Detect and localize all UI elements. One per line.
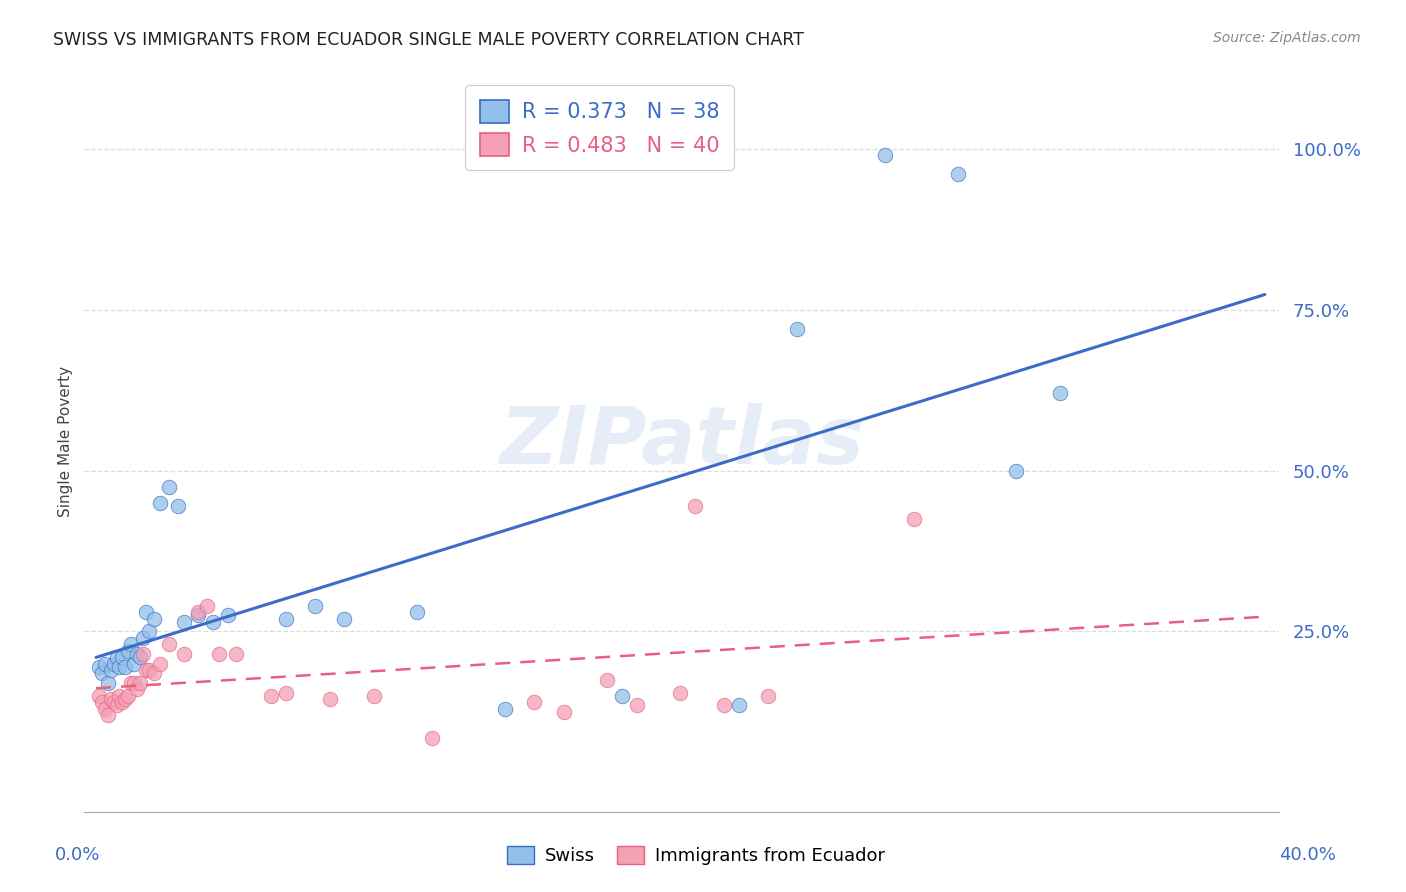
Text: 40.0%: 40.0% <box>1279 846 1336 863</box>
Point <box>128 650 150 665</box>
Point <box>523 695 546 709</box>
Point <box>120 637 142 651</box>
Point <box>138 624 160 639</box>
Point <box>90 695 112 709</box>
Point <box>626 698 648 713</box>
Point <box>260 689 283 703</box>
Point <box>167 499 190 513</box>
Point <box>117 644 139 658</box>
Point <box>100 663 122 677</box>
Point <box>87 660 110 674</box>
Point <box>132 631 155 645</box>
Point <box>111 695 134 709</box>
Point <box>90 666 112 681</box>
Point <box>553 705 575 719</box>
Point <box>1005 463 1028 477</box>
Text: ZIPatlas: ZIPatlas <box>499 402 865 481</box>
Point <box>97 676 120 690</box>
Point <box>157 480 180 494</box>
Legend: R = 0.373   N = 38, R = 0.483   N = 40: R = 0.373 N = 38, R = 0.483 N = 40 <box>465 86 734 170</box>
Point <box>1049 386 1071 401</box>
Point <box>103 657 125 671</box>
Point <box>195 599 218 613</box>
Point <box>105 698 128 713</box>
Point <box>111 650 134 665</box>
Point <box>143 666 166 681</box>
Point <box>149 496 172 510</box>
Point <box>120 676 142 690</box>
Point <box>319 692 342 706</box>
Point <box>786 322 808 336</box>
Point <box>713 698 735 713</box>
Point <box>596 673 619 687</box>
Point <box>201 615 224 629</box>
Point <box>610 689 633 703</box>
Point <box>946 167 969 181</box>
Point <box>363 689 385 703</box>
Point <box>128 676 150 690</box>
Point <box>873 148 896 162</box>
Point <box>274 685 297 699</box>
Point <box>117 689 139 703</box>
Text: 0.0%: 0.0% <box>55 846 100 863</box>
Point <box>173 615 195 629</box>
Point <box>157 637 180 651</box>
Point <box>108 689 131 703</box>
Point <box>103 695 125 709</box>
Y-axis label: Single Male Poverty: Single Male Poverty <box>58 366 73 517</box>
Point <box>108 660 131 674</box>
Point <box>122 676 145 690</box>
Point <box>333 611 356 625</box>
Point <box>122 657 145 671</box>
Point <box>94 657 117 671</box>
Point <box>208 647 231 661</box>
Point <box>683 499 706 513</box>
Point <box>132 647 155 661</box>
Legend: Swiss, Immigrants from Ecuador: Swiss, Immigrants from Ecuador <box>501 838 891 872</box>
Point <box>406 605 429 619</box>
Point <box>100 692 122 706</box>
Point <box>125 682 148 697</box>
Point <box>87 689 110 703</box>
Point <box>105 650 128 665</box>
Text: Source: ZipAtlas.com: Source: ZipAtlas.com <box>1213 31 1361 45</box>
Point <box>187 608 209 623</box>
Point <box>728 698 751 713</box>
Point <box>903 512 925 526</box>
Text: SWISS VS IMMIGRANTS FROM ECUADOR SINGLE MALE POVERTY CORRELATION CHART: SWISS VS IMMIGRANTS FROM ECUADOR SINGLE … <box>53 31 804 49</box>
Point <box>494 702 516 716</box>
Point <box>187 605 209 619</box>
Point <box>225 647 247 661</box>
Point <box>420 731 443 745</box>
Point <box>125 647 148 661</box>
Point <box>149 657 172 671</box>
Point <box>138 663 160 677</box>
Point <box>135 605 157 619</box>
Point <box>97 708 120 723</box>
Point <box>143 611 166 625</box>
Point <box>274 611 297 625</box>
Point <box>173 647 195 661</box>
Point <box>94 702 117 716</box>
Point <box>114 692 136 706</box>
Point <box>217 608 239 623</box>
Point <box>669 685 692 699</box>
Point <box>135 663 157 677</box>
Point <box>304 599 326 613</box>
Point <box>756 689 779 703</box>
Point <box>114 660 136 674</box>
